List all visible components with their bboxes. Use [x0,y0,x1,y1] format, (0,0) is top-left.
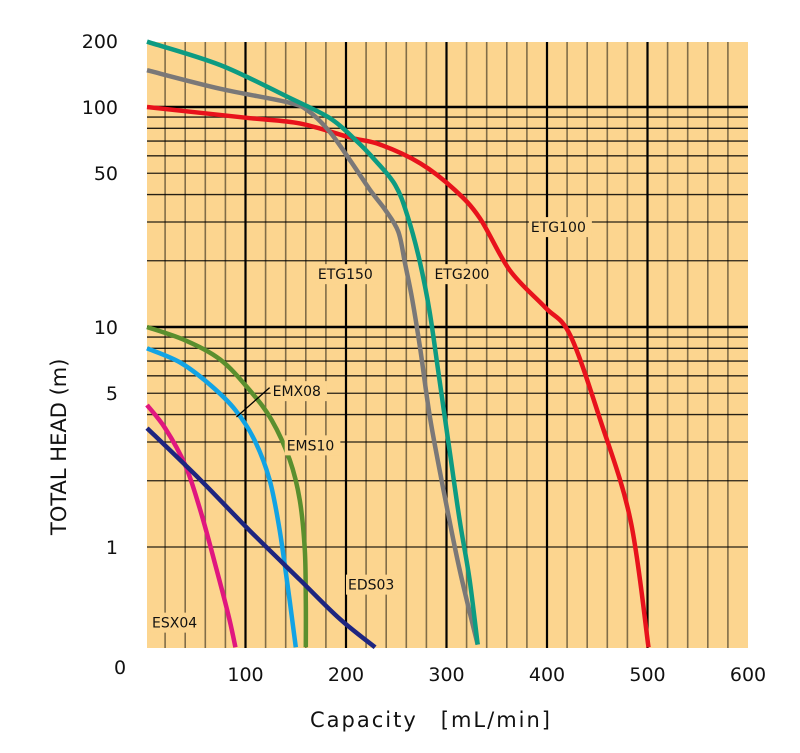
x-tick-label: 400 [529,664,565,686]
curve-labels: ETG100 ETG150 ETG200 EMS10 EMX08 ESX04 EDS03 [150,217,592,633]
x-tick-label: 100 [227,664,263,686]
x-tick-label: 200 [328,664,364,686]
curve-label-eds03: EDS03 [348,578,394,594]
curve-etg150 [146,68,480,646]
y-tick-label: 5 [106,383,118,405]
label-background [150,612,204,633]
x-tick-label: 300 [428,664,464,686]
label-background [284,435,341,456]
y-tick-labels: 200 100 50 10 5 1 [82,31,118,559]
label-background [528,217,592,238]
curve-esx04 [145,403,238,648]
curve-label-etg200: ETG200 [434,267,489,283]
y-tick-label: 50 [94,163,118,185]
curve-label-etg150: ETG150 [318,267,373,283]
curve-eds03 [145,426,377,650]
y-tick-label: 100 [82,97,118,119]
x-tick-label-origin: 0 [114,657,126,679]
x-tick-labels: 100 200 300 400 500 600 0 [114,657,766,686]
y-tick-label: 200 [82,31,118,53]
y-tick-label: 1 [106,537,118,559]
curve-emx08 [146,346,299,648]
curve-ems10 [146,324,309,648]
label-background [315,264,379,285]
curve-label-etg100: ETG100 [531,220,586,236]
label-background [270,381,327,402]
label-background [346,574,401,595]
curve-etg100 [146,104,651,648]
curve-label-ems10: EMS10 [287,438,335,454]
grid [147,42,748,648]
curve-label-emx08: EMX08 [273,384,321,400]
y-axis-title: TOTAL HEAD (m) [47,359,71,536]
x-tick-label: 600 [730,664,766,686]
label-background [432,264,496,285]
curve-etg200 [146,39,480,645]
x-axis-title: Capacity [mL/min] [310,708,552,732]
label-leader-line [236,387,271,418]
curve-label-esx04: ESX04 [152,616,197,632]
x-tick-label: 500 [629,664,665,686]
curves [145,39,651,650]
y-tick-label: 10 [94,317,118,339]
